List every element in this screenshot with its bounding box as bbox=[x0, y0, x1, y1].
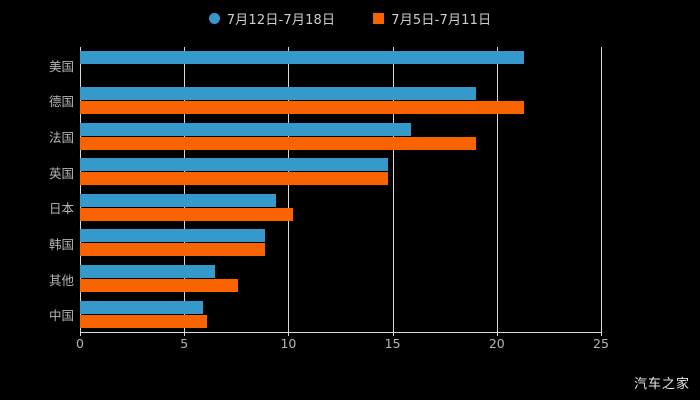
bar bbox=[80, 136, 476, 150]
gridline bbox=[288, 47, 289, 332]
gridline bbox=[393, 47, 394, 332]
x-axis-tick-mark bbox=[601, 332, 602, 336]
chart-legend: 7月12日-7月18日 7月5日-7月11日 bbox=[0, 7, 700, 29]
x-axis-tick-mark bbox=[288, 332, 289, 336]
legend-entry-series-a[interactable]: 7月12日-7月18日 bbox=[208, 9, 336, 28]
x-axis-tick-label: 15 bbox=[384, 336, 401, 351]
y-axis-category-label: 法国 bbox=[48, 130, 74, 146]
bar-group bbox=[80, 229, 601, 257]
legend-circle-marker-icon bbox=[208, 12, 220, 24]
legend-label-series-a: 7月12日-7月18日 bbox=[226, 12, 336, 28]
bar bbox=[80, 207, 293, 221]
gridline bbox=[497, 47, 498, 332]
bar-group bbox=[80, 300, 601, 328]
y-axis-category-label: 韩国 bbox=[48, 236, 74, 252]
bar bbox=[80, 51, 524, 65]
y-axis-line bbox=[80, 47, 81, 332]
bar bbox=[80, 158, 389, 172]
legend-label-series-b: 7月5日-7月11日 bbox=[391, 12, 492, 28]
bar bbox=[80, 122, 412, 136]
y-axis-category-label: 中国 bbox=[48, 308, 74, 324]
bar-group bbox=[80, 158, 601, 186]
bar bbox=[80, 229, 266, 243]
bar bbox=[80, 314, 208, 328]
x-axis-tick-labels: 0 5 10 15 20 25 bbox=[0, 336, 700, 356]
x-axis-tick-mark bbox=[80, 332, 81, 336]
x-axis-tick-label: 20 bbox=[488, 336, 505, 351]
x-axis-tick-label: 10 bbox=[280, 336, 297, 351]
bar bbox=[80, 193, 276, 207]
legend-entry-series-b[interactable]: 7月5日-7月11日 bbox=[373, 9, 491, 28]
bar-group bbox=[80, 86, 601, 114]
legend-square-marker-icon bbox=[373, 12, 385, 24]
y-axis-category-label: 其他 bbox=[48, 272, 74, 288]
plot-area bbox=[80, 47, 602, 332]
bar bbox=[80, 172, 389, 186]
y-axis-category-label: 美国 bbox=[48, 58, 74, 74]
y-axis-category-label: 日本 bbox=[48, 201, 74, 217]
bar-group bbox=[80, 265, 601, 293]
bar bbox=[80, 265, 216, 279]
bar bbox=[80, 243, 266, 257]
y-axis-category-label: 德国 bbox=[48, 94, 74, 110]
x-axis-tick-mark bbox=[184, 332, 185, 336]
watermark-text: 汽车之家 bbox=[633, 377, 690, 392]
x-axis-tick-label: 25 bbox=[593, 336, 609, 351]
x-axis-tick-mark bbox=[393, 332, 394, 336]
bar bbox=[80, 279, 239, 293]
bar bbox=[80, 100, 524, 114]
bar-group bbox=[80, 193, 601, 221]
x-axis-tick-mark bbox=[497, 332, 498, 336]
x-axis-tick-label: 5 bbox=[180, 336, 189, 351]
bar bbox=[80, 86, 476, 100]
gridline bbox=[184, 47, 185, 332]
bar bbox=[80, 300, 203, 314]
x-axis-line bbox=[80, 332, 602, 333]
y-axis-category-label: 英国 bbox=[48, 165, 74, 181]
bar-group bbox=[80, 122, 601, 150]
gridline bbox=[601, 47, 602, 332]
bar-group bbox=[80, 51, 601, 78]
y-axis-category-labels: 美国德国法国英国日本韩国其他中国 bbox=[0, 47, 74, 332]
x-axis-tick-label: 0 bbox=[76, 336, 84, 351]
